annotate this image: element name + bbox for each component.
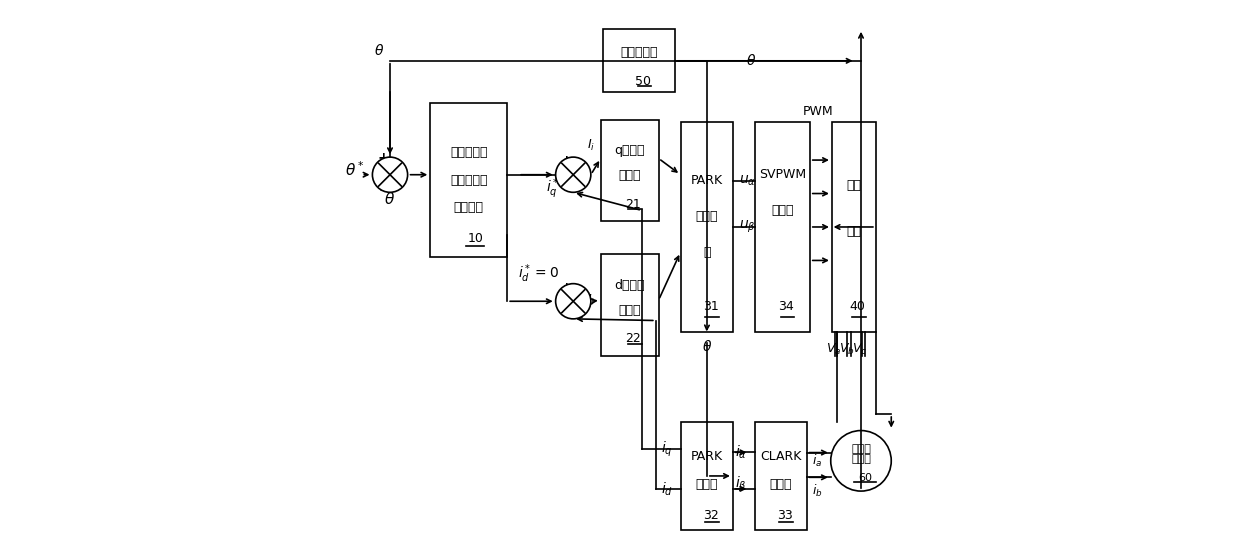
Text: $\theta$: $\theta$: [374, 43, 384, 59]
Circle shape: [556, 157, 590, 192]
Text: $i_\alpha$: $i_\alpha$: [735, 444, 748, 461]
Text: 离散分数阶: 离散分数阶: [450, 146, 487, 159]
Text: $\theta$: $\theta$: [745, 53, 756, 69]
Text: PARK: PARK: [691, 175, 723, 187]
FancyBboxPatch shape: [832, 122, 875, 331]
Text: 习控制器: 习控制器: [454, 201, 484, 215]
Text: 步电机: 步电机: [851, 454, 870, 464]
Text: $-$: $-$: [562, 180, 575, 195]
Text: $u_\beta$: $u_\beta$: [739, 219, 756, 235]
Text: 21: 21: [626, 197, 641, 211]
FancyBboxPatch shape: [604, 29, 675, 92]
Circle shape: [372, 157, 408, 192]
Text: 调节器: 调节器: [619, 304, 641, 317]
Text: 发生器: 发生器: [771, 204, 794, 217]
Text: $i_d^*=0$: $i_d^*=0$: [518, 263, 559, 285]
FancyBboxPatch shape: [600, 254, 658, 356]
Text: $i_\beta$: $i_\beta$: [735, 475, 746, 494]
Text: 开环迭代学: 开环迭代学: [450, 174, 487, 187]
Text: 器: 器: [703, 246, 711, 259]
Text: +: +: [560, 280, 573, 295]
Text: +: +: [377, 151, 388, 165]
Text: 位置传感器: 位置传感器: [620, 46, 658, 59]
Text: PWM: PWM: [802, 105, 833, 118]
Text: 33: 33: [777, 509, 792, 522]
Text: $i_q$: $i_q$: [661, 440, 672, 459]
Text: 逆变换: 逆变换: [696, 210, 718, 223]
Text: $I_i$: $I_i$: [587, 293, 595, 308]
Text: +: +: [560, 154, 573, 168]
Text: 32: 32: [703, 509, 718, 522]
Text: $I_i$: $I_i$: [587, 138, 595, 153]
Circle shape: [831, 431, 892, 491]
Text: q轴电流: q轴电流: [614, 144, 645, 156]
Text: 调节器: 调节器: [619, 169, 641, 182]
Text: 31: 31: [703, 300, 718, 313]
Text: 50: 50: [635, 75, 651, 88]
FancyBboxPatch shape: [755, 122, 810, 331]
FancyBboxPatch shape: [681, 422, 733, 530]
Text: CLARK: CLARK: [760, 450, 801, 463]
Text: SVPWM: SVPWM: [759, 168, 806, 181]
Text: $i_q^*$: $i_q^*$: [546, 176, 559, 201]
Text: 22: 22: [626, 332, 641, 346]
Text: $u_\alpha$: $u_\alpha$: [739, 174, 756, 188]
FancyBboxPatch shape: [681, 122, 733, 331]
Text: 变换器: 变换器: [770, 478, 792, 491]
Circle shape: [556, 284, 590, 319]
Text: $\theta^*$: $\theta^*$: [345, 160, 365, 179]
Text: 永磁同: 永磁同: [851, 444, 870, 453]
FancyBboxPatch shape: [600, 119, 658, 222]
Text: 40: 40: [849, 300, 866, 313]
Text: $\theta$: $\theta$: [384, 191, 396, 207]
Text: $V_a$: $V_a$: [826, 342, 841, 357]
Text: PARK: PARK: [691, 450, 723, 463]
Text: $V_c$: $V_c$: [852, 342, 868, 357]
Text: $-$: $-$: [378, 181, 392, 196]
Text: $i_a$: $i_a$: [812, 453, 822, 469]
Text: 60: 60: [858, 473, 872, 483]
Text: $-$: $-$: [562, 306, 575, 321]
FancyBboxPatch shape: [430, 103, 507, 257]
FancyBboxPatch shape: [755, 422, 807, 530]
Text: $i_d$: $i_d$: [661, 480, 673, 498]
Text: 10: 10: [467, 232, 484, 245]
Text: 逆变: 逆变: [847, 179, 862, 192]
Text: $i_b$: $i_b$: [812, 483, 822, 499]
Text: 34: 34: [779, 300, 794, 313]
Text: d轴电流: d轴电流: [614, 279, 645, 291]
Text: $V_b$: $V_b$: [838, 342, 854, 357]
Text: 变换器: 变换器: [696, 478, 718, 491]
Text: 电路: 电路: [847, 225, 862, 238]
Text: $\theta$: $\theta$: [702, 339, 712, 354]
